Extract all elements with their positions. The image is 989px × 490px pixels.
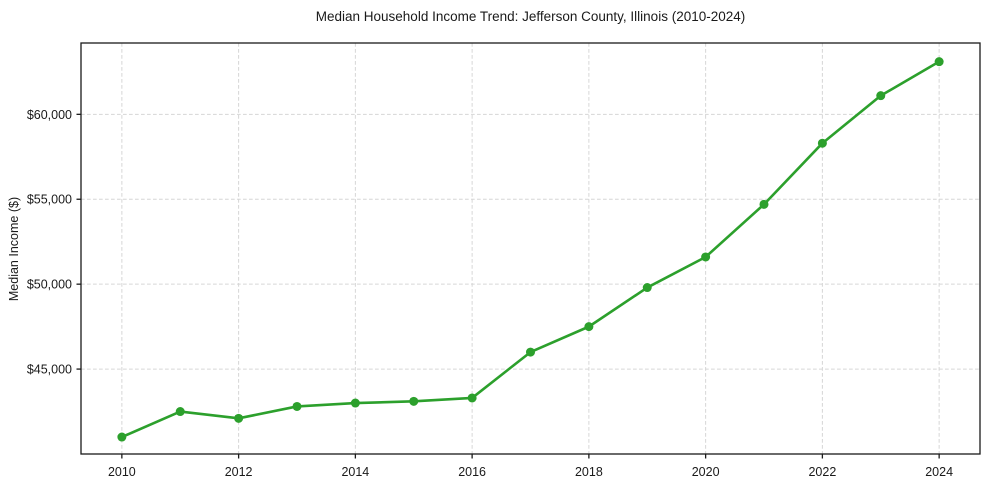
data-point bbox=[526, 347, 535, 357]
x-tick-label: 2014 bbox=[341, 465, 369, 479]
data-point bbox=[234, 413, 244, 423]
data-point bbox=[409, 396, 419, 406]
data-point bbox=[701, 252, 711, 262]
data-point bbox=[759, 199, 769, 209]
data-point bbox=[117, 432, 127, 442]
data-point bbox=[467, 393, 477, 403]
chart-title: Median Household Income Trend: Jefferson… bbox=[315, 9, 746, 24]
x-tick-label: 2024 bbox=[925, 465, 953, 479]
y-tick-label: $45,000 bbox=[27, 363, 72, 377]
axes-spines bbox=[80, 42, 981, 455]
data-point bbox=[934, 57, 944, 67]
data-point bbox=[584, 322, 594, 332]
data-point bbox=[175, 407, 185, 417]
trend-line bbox=[120, 60, 941, 439]
data-point bbox=[817, 138, 827, 148]
data-point bbox=[642, 283, 652, 293]
x-tick-label: 2020 bbox=[692, 465, 720, 479]
y-tick-label: $60,000 bbox=[27, 108, 72, 122]
y-tick-label: $50,000 bbox=[27, 278, 72, 292]
x-tick-label: 2016 bbox=[458, 465, 486, 479]
x-tick-label: 2018 bbox=[575, 465, 603, 479]
x-tick-label: 2012 bbox=[225, 465, 253, 479]
data-point bbox=[876, 91, 886, 101]
x-tick-label: 2022 bbox=[808, 465, 836, 479]
data-point bbox=[292, 401, 302, 411]
y-tick-label: $55,000 bbox=[27, 193, 72, 207]
data-point bbox=[350, 398, 360, 408]
x-tick-label: 2010 bbox=[108, 465, 136, 479]
